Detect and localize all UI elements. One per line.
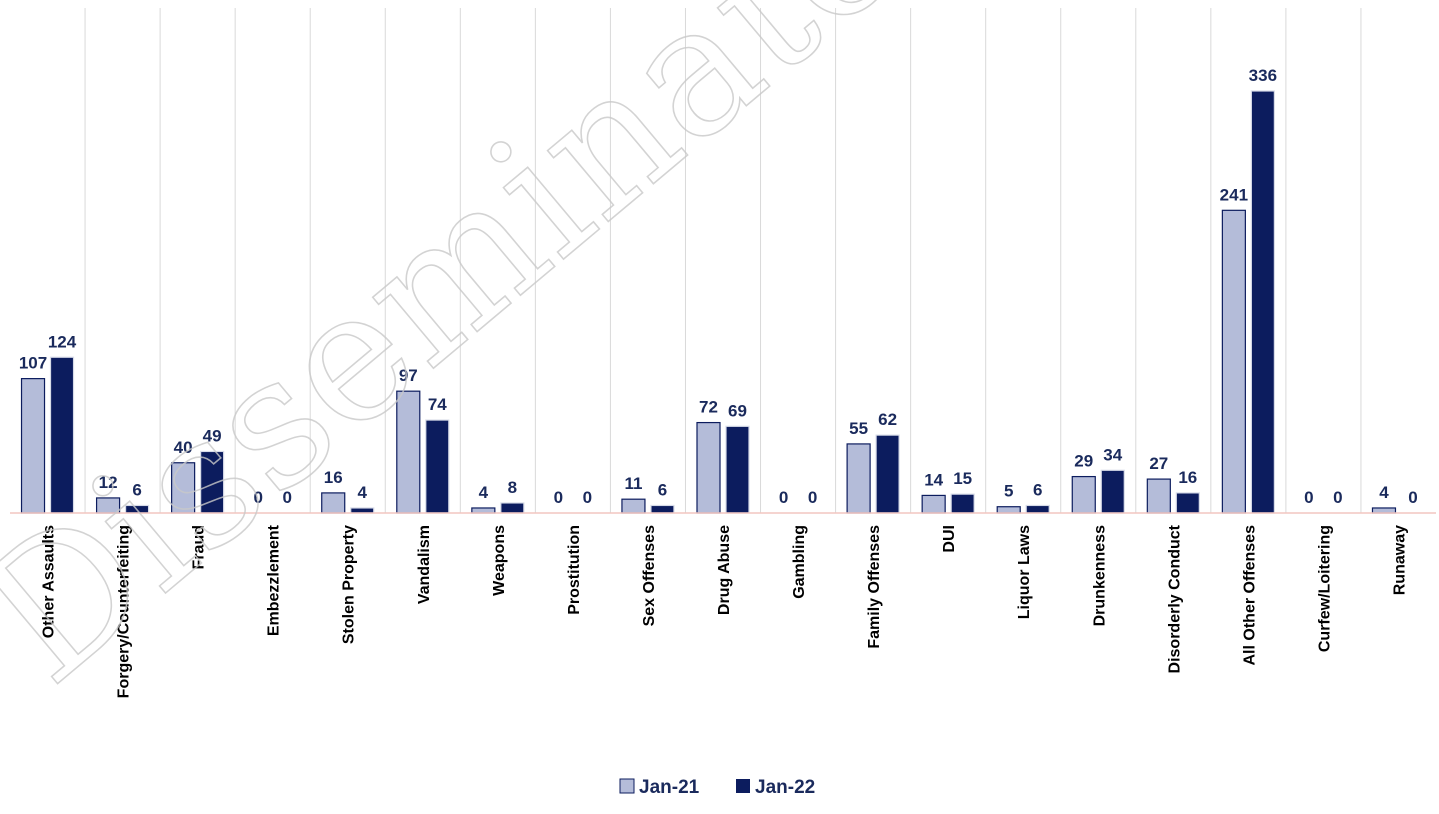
bar-jan-21-family-offenses (846, 443, 871, 514)
bars (20, 90, 1397, 514)
category-label: Drunkenness (1091, 525, 1108, 626)
data-label-jan-22: 15 (953, 469, 972, 488)
category-label: Gambling (791, 525, 808, 599)
data-label-jan-21: 14 (924, 470, 943, 489)
category-label: DUI (941, 525, 958, 553)
bar-jan-21-drug-abuse (696, 421, 721, 514)
data-label-jan-21: 0 (554, 488, 563, 507)
bar-jan-22-other-assaults (49, 356, 75, 514)
bar-jan-22-fraud (200, 450, 225, 514)
data-label-jan-21: 4 (1379, 483, 1389, 502)
bar-jan-21-stolen-property (321, 492, 346, 514)
data-label-jan-22: 6 (1033, 480, 1042, 499)
data-label-jan-21: 55 (849, 419, 868, 438)
data-label-jan-22: 16 (1178, 468, 1197, 487)
data-label-jan-21: 27 (1149, 454, 1168, 473)
bar-jan-21-runaway (1371, 507, 1397, 514)
data-label-jan-21: 5 (1004, 482, 1013, 501)
bar-jan-22-drunkenness (1100, 469, 1125, 514)
data-label-jan-22: 8 (508, 478, 517, 497)
data-label-jan-21: 12 (99, 473, 118, 492)
data-label-jan-22: 0 (808, 488, 817, 507)
data-label-jan-21: 72 (699, 398, 718, 417)
legend: Jan-21 Jan-22 (619, 777, 815, 798)
data-label-jan-21: 0 (779, 488, 788, 507)
bar-jan-21-drunkenness (1071, 475, 1096, 514)
bar-jan-21-forgery-counterfeiting (95, 497, 121, 514)
data-label-jan-22: 0 (1333, 488, 1342, 507)
category-label: Drug Abuse (716, 525, 733, 615)
category-label: Family Offenses (866, 525, 883, 649)
category-label: Embezzlement (266, 524, 283, 636)
bar-jan-22-liquor-laws (1025, 504, 1050, 514)
data-label-jan-22: 62 (878, 410, 897, 429)
category-label: Weapons (491, 525, 508, 596)
bar-jan-22-drug-abuse (725, 425, 750, 514)
legend-swatch-jan-21 (619, 778, 635, 794)
data-label-jan-21: 97 (399, 366, 418, 385)
data-label-jan-22: 6 (658, 480, 667, 499)
bar-jan-21-weapons (471, 507, 496, 514)
data-label-jan-22: 336 (1249, 66, 1277, 85)
bar-jan-22-family-offenses (875, 434, 900, 514)
data-label-jan-22: 34 (1103, 445, 1122, 464)
bar-jan-22-weapons (500, 502, 525, 514)
bar-jan-21-sex-offenses (621, 498, 646, 514)
bar-jan-21-vandalism (396, 390, 421, 514)
category-label: Fraud (191, 525, 208, 569)
bar-jan-21-other-assaults (20, 378, 46, 514)
category-label: Forgery/Counterfeiting (116, 525, 133, 698)
bar-jan-22-sex-offenses (650, 504, 675, 514)
category-label: Other Assaults (41, 525, 58, 638)
data-label-jan-21: 0 (253, 488, 262, 507)
bar-jan-22-all-other-offenses (1250, 90, 1275, 514)
data-label-jan-22: 74 (428, 395, 447, 414)
category-label: All Other Offenses (1241, 525, 1258, 666)
data-label-jan-21: 0 (1304, 488, 1313, 507)
data-label-jan-21: 11 (624, 474, 642, 493)
data-label-jan-22: 124 (48, 332, 77, 351)
data-label-jan-22: 0 (1408, 488, 1417, 507)
category-label: Prostitution (566, 525, 583, 615)
gridlines (84, 8, 1362, 513)
data-label-jan-22: 69 (728, 401, 747, 420)
category-label: Runaway (1391, 525, 1408, 595)
data-label-jan-22: 4 (358, 483, 368, 502)
data-label-jan-21: 4 (479, 483, 489, 502)
bar-jan-22-dui (950, 493, 975, 514)
category-label: Vandalism (416, 525, 433, 604)
bar-jan-21-dui (921, 494, 946, 514)
bar-jan-21-liquor-laws (996, 506, 1021, 514)
data-label-jan-22: 6 (132, 480, 141, 499)
bar-jan-21-all-other-offenses (1221, 209, 1246, 514)
data-label-jan-22: 0 (282, 488, 291, 507)
data-label-jan-21: 241 (1220, 185, 1248, 204)
data-label-jan-21: 29 (1074, 452, 1093, 471)
legend-swatch-jan-22 (736, 779, 750, 793)
category-labels: Other Assaults Forgery/Counterfeiting Frau… (41, 524, 1409, 698)
legend-label-jan-22: Jan-22 (755, 777, 815, 798)
category-label: Stolen Property (341, 525, 358, 644)
bar-jan-22-stolen-property (350, 507, 375, 514)
category-label: Curfew/Loitering (1316, 525, 1333, 652)
data-label-jan-21: 16 (324, 468, 343, 487)
data-label-jan-22: 0 (583, 488, 592, 507)
bar-jan-22-disorderly-conduct (1175, 492, 1200, 514)
data-label-jan-21: 107 (19, 354, 47, 373)
data-label-jan-21: 40 (174, 438, 193, 457)
bar-jan-22-vandalism (425, 419, 450, 514)
category-label: Sex Offenses (641, 525, 658, 626)
category-label: Liquor Laws (1016, 525, 1033, 619)
legend-label-jan-21: Jan-21 (639, 777, 700, 798)
data-label-jan-22: 49 (203, 426, 222, 445)
bar-jan-22-forgery-counterfeiting (124, 504, 150, 514)
bar-jan-21-fraud (171, 462, 196, 514)
bar-jan-21-disorderly-conduct (1146, 478, 1171, 514)
category-label: Disorderly Conduct (1166, 524, 1183, 673)
